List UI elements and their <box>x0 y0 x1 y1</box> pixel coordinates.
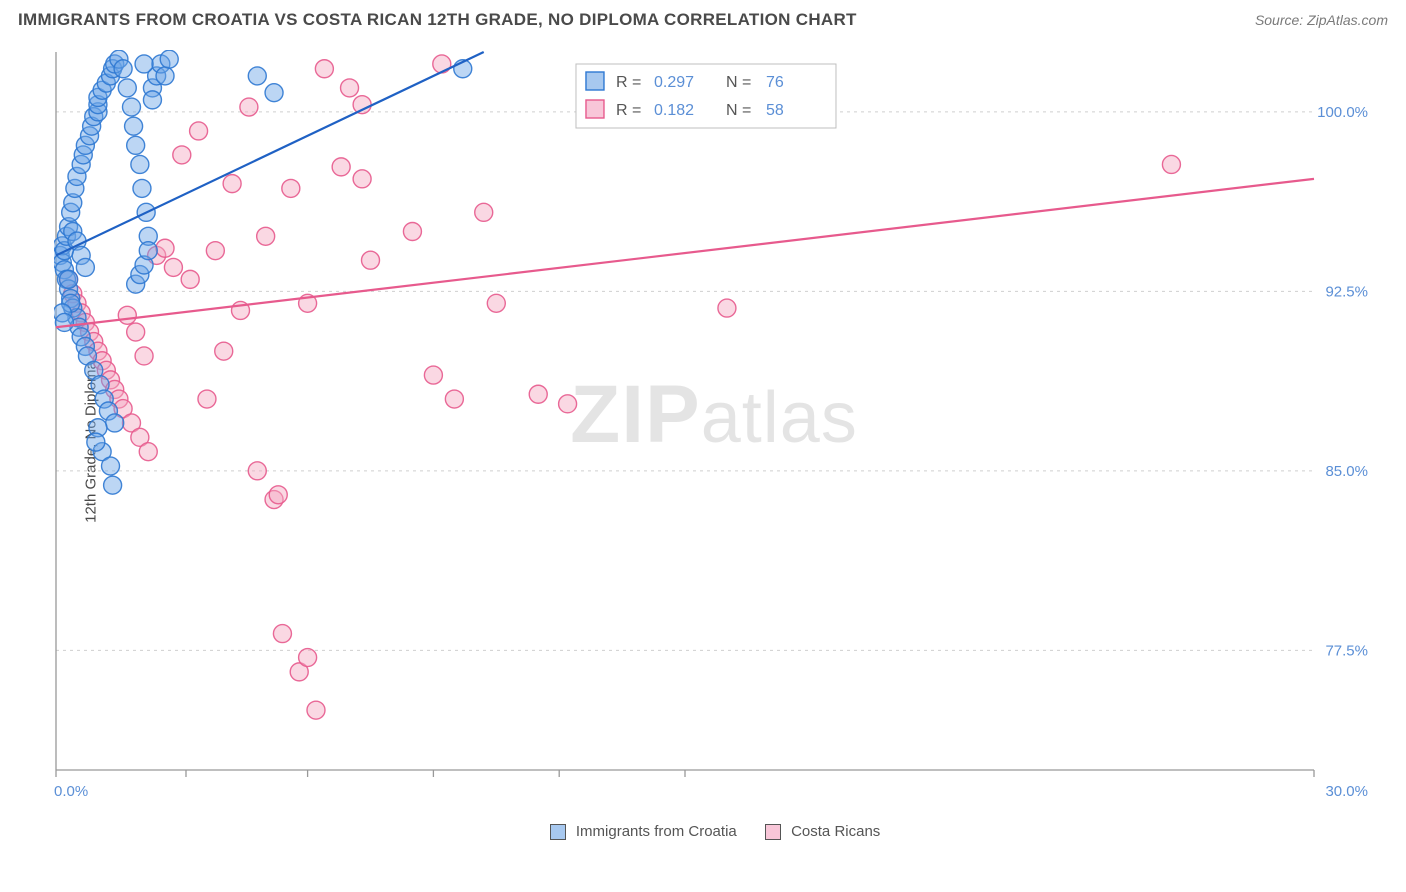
source-label: Source: ZipAtlas.com <box>1255 12 1388 28</box>
svg-text:0.182: 0.182 <box>654 102 694 119</box>
legend-swatch-blue <box>550 824 566 840</box>
legend-label-pink: Costa Ricans <box>791 823 880 840</box>
svg-text:77.5%: 77.5% <box>1325 642 1368 659</box>
chart-title: IMMIGRANTS FROM CROATIA VS COSTA RICAN 1… <box>18 10 857 30</box>
chart-container: 12th Grade, No Diploma 77.5%85.0%92.5%10… <box>18 42 1388 842</box>
svg-text:R =: R = <box>616 102 641 119</box>
svg-text:58: 58 <box>766 102 784 119</box>
svg-text:N =: N = <box>726 74 751 91</box>
svg-text:100.0%: 100.0% <box>1317 104 1368 121</box>
bottom-legend: Immigrants from Croatia Costa Ricans <box>18 823 1388 840</box>
svg-text:0.0%: 0.0% <box>54 783 88 800</box>
svg-text:76: 76 <box>766 74 784 91</box>
legend-label-blue: Immigrants from Croatia <box>576 823 737 840</box>
svg-text:R =: R = <box>616 74 641 91</box>
plot-area: 77.5% 85.0% 92.5% 100.0% 0.0% 30.0% R = 0.297 N … <box>54 50 1374 810</box>
svg-text:0.297: 0.297 <box>654 74 694 91</box>
svg-text:85.0%: 85.0% <box>1325 463 1368 480</box>
scatter-svg: 77.5% 85.0% 92.5% 100.0% 0.0% 30.0% R = 0.297 N … <box>54 50 1374 810</box>
legend-swatch-pink <box>765 824 781 840</box>
svg-text:N =: N = <box>726 102 751 119</box>
svg-text:30.0%: 30.0% <box>1325 783 1368 800</box>
svg-text:92.5%: 92.5% <box>1325 283 1368 300</box>
